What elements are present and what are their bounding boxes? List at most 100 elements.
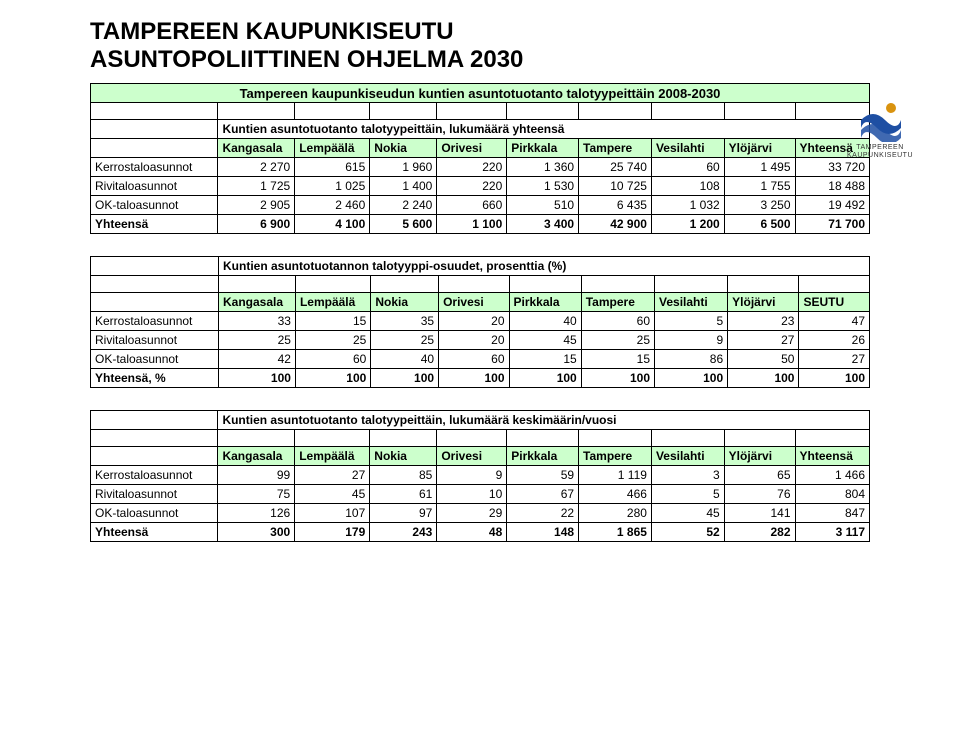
cell: 100	[728, 369, 799, 388]
col-header: Pirkkala	[507, 139, 579, 158]
cell: 615	[295, 158, 370, 177]
cell: 660	[437, 196, 507, 215]
cell: 60	[651, 158, 724, 177]
title-block: TAMPEREEN KAUPUNKISEUTU ASUNTOPOLIITTINE…	[90, 18, 932, 73]
col-header: Orivesi	[437, 447, 507, 466]
cell: 3	[651, 466, 724, 485]
table-row: Rivitaloasunnot 75 45 61 10 67 466 5 76 …	[91, 485, 870, 504]
cell: 40	[509, 312, 581, 331]
col-header: Nokia	[370, 139, 437, 158]
cell: 4 100	[295, 215, 370, 234]
cell: 220	[437, 158, 507, 177]
table-row: Kerrostaloasunnot 2 270 615 1 960 220 1 …	[91, 158, 870, 177]
col-header: Tampere	[581, 293, 654, 312]
row-label: Rivitaloasunnot	[91, 331, 219, 350]
cell: 85	[370, 466, 437, 485]
cell: 2 905	[218, 196, 295, 215]
table-3-subcaption: Kuntien asuntotuotanto talotyypeittäin, …	[218, 411, 870, 430]
col-header: Yhteensä	[795, 447, 869, 466]
cell: 47	[799, 312, 870, 331]
col-header: Nokia	[371, 293, 439, 312]
table-3: Kuntien asuntotuotanto talotyypeittäin, …	[90, 410, 870, 542]
cell: 25	[581, 331, 654, 350]
col-header: Ylöjärvi	[728, 293, 799, 312]
row-label: OK-taloasunnot	[91, 196, 218, 215]
table-2-total: Yhteensä, % 100 100 100 100 100 100 100 …	[91, 369, 870, 388]
cell: 40	[371, 350, 439, 369]
row-label: OK-taloasunnot	[91, 504, 218, 523]
col-header: Ylöjärvi	[724, 447, 795, 466]
cell: 33	[219, 312, 296, 331]
table-3-headers: Kangasala Lempäälä Nokia Orivesi Pirkkal…	[91, 447, 870, 466]
cell: 42 900	[579, 215, 652, 234]
table-1-caption: Tampereen kaupunkiseudun kuntien asuntot…	[91, 84, 870, 103]
cell: 466	[579, 485, 652, 504]
cell: 2 270	[218, 158, 295, 177]
cell: 67	[507, 485, 579, 504]
table-3-blank	[91, 430, 870, 447]
col-header: Vesilahti	[651, 139, 724, 158]
cell: 60	[439, 350, 509, 369]
cell: 42	[219, 350, 296, 369]
cell: 29	[437, 504, 507, 523]
table-2-subcaption: Kuntien asuntotuotannon talotyyppi-osuud…	[219, 257, 870, 276]
col-header: SEUTU	[799, 293, 870, 312]
cell: 1 119	[579, 466, 652, 485]
cell: 100	[655, 369, 728, 388]
table-2-blank	[91, 276, 870, 293]
cell: 1 960	[370, 158, 437, 177]
cell: 1 755	[724, 177, 795, 196]
cell: 2 460	[295, 196, 370, 215]
cell: 45	[509, 331, 581, 350]
col-header: Ylöjärvi	[724, 139, 795, 158]
cell: 65	[724, 466, 795, 485]
cell: 60	[295, 350, 370, 369]
cell: 10	[437, 485, 507, 504]
cell: 71 700	[795, 215, 869, 234]
cell: 15	[509, 350, 581, 369]
cell: 59	[507, 466, 579, 485]
col-header: Kangasala	[218, 447, 295, 466]
col-header: Lempäälä	[295, 139, 370, 158]
cell: 25	[371, 331, 439, 350]
row-label: Kerrostaloasunnot	[91, 158, 218, 177]
cell: 847	[795, 504, 869, 523]
table-1-caption-row: Tampereen kaupunkiseudun kuntien asuntot…	[91, 84, 870, 103]
row-label: Rivitaloasunnot	[91, 485, 218, 504]
cell: 1 032	[651, 196, 724, 215]
cell: 61	[370, 485, 437, 504]
cell: 804	[795, 485, 869, 504]
col-header: Nokia	[370, 447, 437, 466]
title-line-2: ASUNTOPOLIITTINEN OHJELMA 2030	[90, 46, 932, 74]
spacer	[90, 234, 932, 256]
cell: 27	[799, 350, 870, 369]
cell: 6 900	[218, 215, 295, 234]
col-header: Vesilahti	[655, 293, 728, 312]
table-1-total: Yhteensä 6 900 4 100 5 600 1 100 3 400 4…	[91, 215, 870, 234]
cell: 35	[371, 312, 439, 331]
cell: 141	[724, 504, 795, 523]
row-label: OK-taloasunnot	[91, 350, 219, 369]
col-header: Pirkkala	[509, 293, 581, 312]
cell: 45	[651, 504, 724, 523]
logo-text-2: KAUPUNKISEUTU	[840, 152, 920, 160]
cell: 25	[295, 331, 370, 350]
cell: 9	[437, 466, 507, 485]
table-row: OK-taloasunnot 2 905 2 460 2 240 660 510…	[91, 196, 870, 215]
col-header: Orivesi	[439, 293, 509, 312]
col-header: Kangasala	[218, 139, 295, 158]
cell: 22	[507, 504, 579, 523]
cell: 1 360	[507, 158, 579, 177]
cell: 5	[651, 485, 724, 504]
row-label: Yhteensä	[91, 523, 218, 542]
cell: 10 725	[579, 177, 652, 196]
cell: 1 530	[507, 177, 579, 196]
cell: 1 725	[218, 177, 295, 196]
cell: 50	[728, 350, 799, 369]
title-line-1: TAMPEREEN KAUPUNKISEUTU	[90, 18, 932, 46]
cell: 33 720	[795, 158, 869, 177]
cell: 3 250	[724, 196, 795, 215]
cell: 99	[218, 466, 295, 485]
table-row: Kerrostaloasunnot 99 27 85 9 59 1 119 3 …	[91, 466, 870, 485]
logo-mark-icon	[859, 100, 901, 142]
